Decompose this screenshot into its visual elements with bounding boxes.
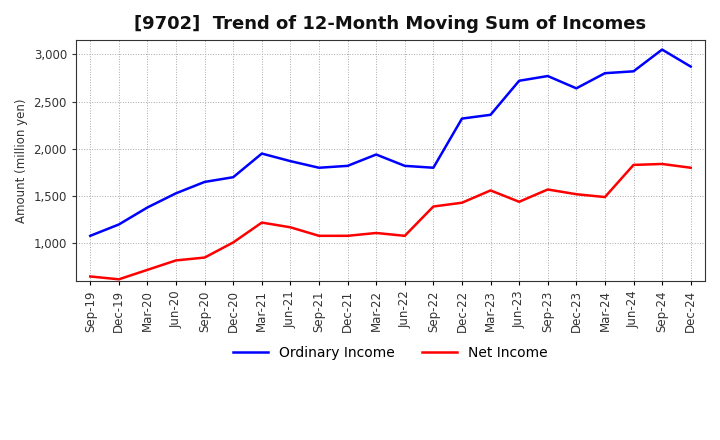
Net Income: [343, 233, 352, 238]
Ordinary Income: [114, 222, 123, 227]
Ordinary Income: [315, 165, 323, 170]
Net Income: [86, 274, 94, 279]
Ordinary Income: [400, 163, 409, 169]
Net Income: [171, 258, 180, 263]
Ordinary Income: [458, 116, 467, 121]
Net Income: [600, 194, 609, 200]
Ordinary Income: [429, 165, 438, 170]
Net Income: [114, 277, 123, 282]
Net Income: [544, 187, 552, 192]
Ordinary Income: [486, 112, 495, 117]
Net Income: [258, 220, 266, 225]
Y-axis label: Amount (million yen): Amount (million yen): [15, 99, 28, 223]
Ordinary Income: [629, 69, 638, 74]
Ordinary Income: [258, 151, 266, 156]
Ordinary Income: [600, 70, 609, 76]
Net Income: [572, 191, 580, 197]
Ordinary Income: [515, 78, 523, 84]
Legend: Ordinary Income, Net Income: Ordinary Income, Net Income: [228, 341, 554, 366]
Net Income: [143, 267, 152, 272]
Net Income: [315, 233, 323, 238]
Net Income: [658, 161, 667, 167]
Line: Ordinary Income: Ordinary Income: [90, 50, 690, 236]
Ordinary Income: [200, 179, 209, 184]
Line: Net Income: Net Income: [90, 164, 690, 279]
Ordinary Income: [572, 86, 580, 91]
Ordinary Income: [86, 233, 94, 238]
Net Income: [515, 199, 523, 205]
Ordinary Income: [343, 163, 352, 169]
Ordinary Income: [143, 205, 152, 210]
Net Income: [458, 200, 467, 205]
Ordinary Income: [544, 73, 552, 79]
Ordinary Income: [372, 152, 380, 157]
Net Income: [372, 231, 380, 236]
Net Income: [486, 188, 495, 193]
Net Income: [629, 162, 638, 168]
Ordinary Income: [686, 64, 695, 69]
Net Income: [200, 255, 209, 260]
Ordinary Income: [658, 47, 667, 52]
Ordinary Income: [229, 175, 238, 180]
Net Income: [686, 165, 695, 170]
Net Income: [229, 240, 238, 245]
Net Income: [400, 233, 409, 238]
Ordinary Income: [286, 158, 294, 164]
Net Income: [429, 204, 438, 209]
Title: [9702]  Trend of 12-Month Moving Sum of Incomes: [9702] Trend of 12-Month Moving Sum of I…: [135, 15, 647, 33]
Net Income: [286, 225, 294, 230]
Ordinary Income: [171, 191, 180, 196]
